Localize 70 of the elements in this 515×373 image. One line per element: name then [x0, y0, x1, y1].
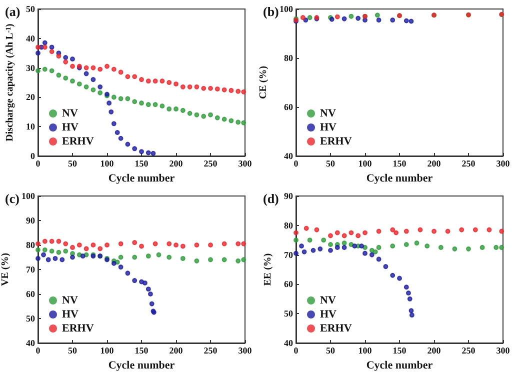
- legend-label: HV: [320, 308, 337, 320]
- x-tick-label: 200: [169, 346, 184, 356]
- y-tick-label: 60: [26, 289, 36, 299]
- chart-title: (b): [263, 4, 279, 19]
- x-tick-label: 250: [204, 346, 218, 356]
- x-tick-label: 50: [326, 158, 336, 168]
- y-tick-label: 50: [26, 4, 36, 14]
- legend-label: NV: [62, 294, 78, 306]
- x-tick-label: 150: [134, 158, 149, 168]
- x-tick-label: 300: [496, 158, 510, 168]
- legend-label: HV: [62, 308, 79, 320]
- x-axis-title: Cycle number: [366, 359, 433, 372]
- y-tick-label: 60: [284, 279, 294, 290]
- chart-title: (c): [5, 191, 20, 206]
- y-tick-label: 60: [284, 102, 294, 112]
- y-axis-title: CE (%): [258, 66, 270, 100]
- x-tick-label: 100: [358, 346, 372, 356]
- x-tick-label: 150: [134, 346, 149, 356]
- y-tick-label: 70: [284, 250, 294, 260]
- x-axis-title: Cycle number: [366, 172, 433, 184]
- x-tick-label: 300: [496, 346, 510, 356]
- y-tick-label: 0: [30, 151, 36, 161]
- legend-label: NV: [320, 108, 336, 120]
- x-tick-label: 100: [358, 158, 372, 168]
- x-tick-label: 250: [462, 346, 476, 356]
- y-tick-label: 90: [26, 216, 36, 226]
- x-axis-title: Cycle number: [108, 359, 175, 372]
- x-tick-label: 250: [462, 158, 476, 168]
- y-axis-title: EE (%): [262, 253, 274, 286]
- legend-label: HV: [62, 122, 79, 134]
- x-tick-label: 50: [68, 346, 78, 356]
- chart-title: (d): [263, 191, 279, 206]
- y-tick-label: 40: [26, 33, 36, 44]
- y-tick-label: 20: [26, 92, 36, 102]
- legend-label: ERHV: [62, 136, 94, 148]
- y-tick-label: 80: [284, 220, 294, 230]
- x-tick-label: 100: [100, 158, 114, 168]
- y-tick-label: 40: [284, 338, 294, 348]
- y-tick-label: 10: [26, 122, 36, 132]
- x-tick-label: 200: [169, 158, 184, 168]
- x-tick-label: 150: [392, 346, 407, 356]
- legend-label: ERHV: [62, 322, 94, 334]
- x-tick-label: 250: [204, 158, 218, 168]
- y-tick-label: 30: [26, 62, 36, 73]
- y-tick-label: 50: [284, 308, 294, 319]
- x-tick-label: 50: [68, 158, 78, 168]
- x-tick-label: 300: [238, 158, 252, 168]
- legend-label: HV: [320, 122, 337, 134]
- y-tick-label: 80: [26, 240, 36, 250]
- x-tick-label: 150: [392, 158, 407, 168]
- chart-title: (a): [5, 4, 20, 19]
- y-axis-title: VE (%): [0, 252, 12, 286]
- legend-label: NV: [320, 294, 336, 306]
- legend-label: NV: [62, 108, 78, 120]
- x-tick-label: 50: [326, 346, 336, 356]
- x-tick-label: 100: [100, 346, 114, 356]
- y-tick-label: 90: [284, 191, 294, 201]
- legend-label: ERHV: [320, 322, 352, 334]
- legend-label: ERHV: [320, 136, 352, 148]
- y-tick-label: 80: [284, 53, 294, 63]
- x-tick-label: 200: [427, 346, 442, 356]
- x-axis-title: Cycle number: [108, 172, 175, 184]
- y-tick-label: 70: [26, 264, 36, 274]
- x-tick-label: 300: [238, 346, 252, 356]
- y-tick-label: 50: [26, 314, 36, 324]
- y-tick-label: 100: [22, 191, 36, 201]
- y-tick-label: 100: [280, 4, 294, 14]
- y-tick-label: 40: [26, 338, 36, 348]
- y-tick-label: 40: [284, 151, 294, 161]
- x-tick-label: 200: [427, 158, 442, 168]
